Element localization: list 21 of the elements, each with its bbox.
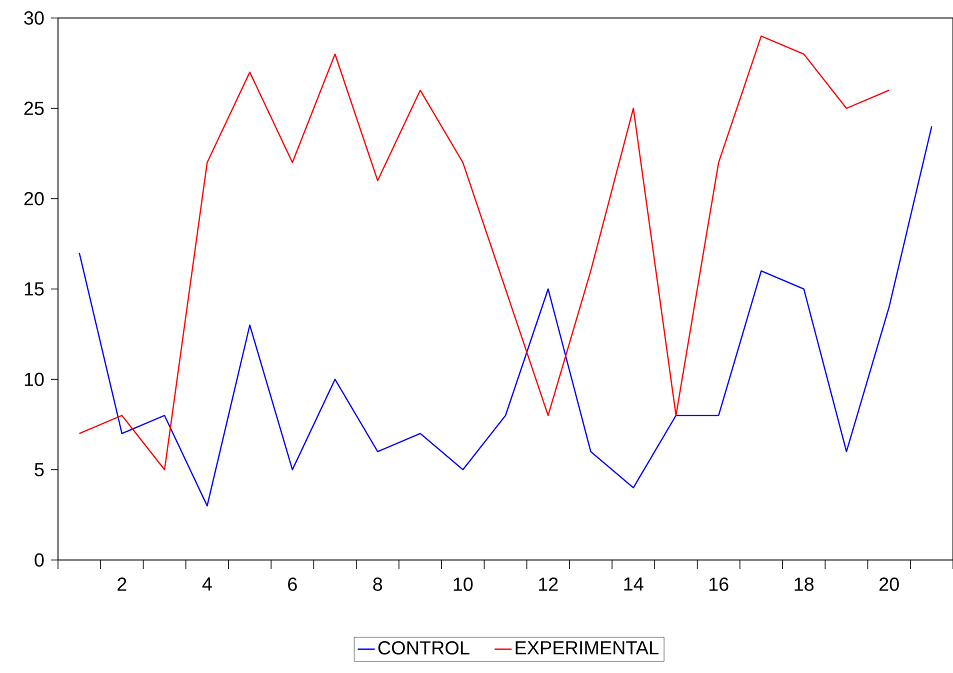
- y-tick-label: 10: [24, 372, 44, 386]
- y-tick-label: 5: [34, 463, 44, 476]
- y-tick-label: 15: [24, 282, 44, 296]
- x-tick-label: 20: [880, 578, 899, 591]
- x-tick-label: 10: [454, 578, 473, 591]
- x-tick-label: 4: [202, 578, 212, 591]
- x-tick-label: 14: [624, 578, 644, 591]
- x-tick-label: 8: [373, 578, 382, 591]
- x-tick-label: 2: [118, 578, 126, 591]
- y-tick-label: 0: [34, 553, 44, 567]
- y-tick-label: 30: [24, 11, 44, 25]
- legend-label: CONTROL: [378, 641, 470, 655]
- x-tick-label: 18: [794, 578, 814, 591]
- x-tick-label: 6: [288, 578, 297, 591]
- y-tick-label: 25: [24, 102, 44, 116]
- x-tick-label: 16: [710, 578, 728, 591]
- y-tick-label: 20: [24, 192, 44, 206]
- legend-label: EXPERIMENTAL: [516, 641, 658, 654]
- line-series: [78, 126, 932, 506]
- x-tick-label: 12: [539, 578, 558, 591]
- line-series: [78, 35, 890, 470]
